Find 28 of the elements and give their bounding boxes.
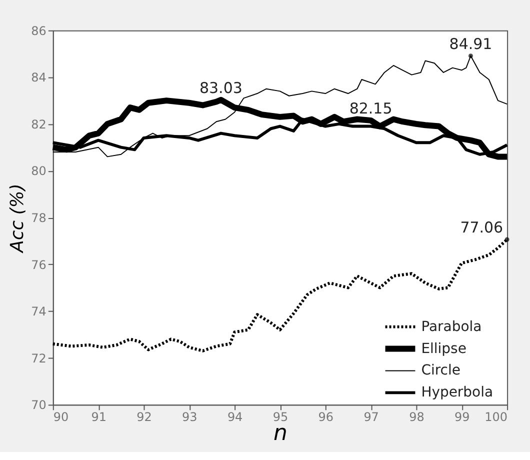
x-tick-label: 99 — [454, 410, 470, 424]
legend-label: Hyperbola — [421, 384, 494, 401]
x-tick-label: 97 — [364, 410, 379, 424]
legend-label: Parabola — [421, 318, 482, 335]
x-tick-label: 94 — [227, 410, 243, 424]
x-tick-label: 100 — [484, 410, 508, 424]
annotation: 77.06 — [460, 218, 504, 237]
y-tick-label: 70 — [31, 398, 46, 412]
x-tick-label: 98 — [409, 410, 424, 424]
x-tick-label: 92 — [136, 410, 152, 424]
y-tick-label: 78 — [31, 211, 46, 226]
y-tick-label: 84 — [31, 70, 46, 85]
y-tick-label: 80 — [31, 164, 46, 178]
x-tick-label: 93 — [182, 410, 198, 424]
annotation: 84.91 — [449, 34, 492, 53]
x-tick-label: 96 — [318, 410, 334, 424]
legend-label: Ellipse — [421, 340, 466, 357]
annotation: 83.03 — [200, 78, 242, 97]
x-tick-label: 91 — [91, 410, 106, 424]
legend-label: Circle — [421, 362, 460, 379]
y-tick-label: 86 — [31, 24, 46, 38]
y-axis-title: Acc (%) — [7, 184, 28, 254]
y-tick-label: 74 — [31, 304, 46, 319]
y-tick-label: 82 — [31, 117, 46, 132]
annotation: 82.15 — [349, 99, 392, 118]
y-tick-label: 72 — [31, 351, 46, 366]
x-tick-label: 90 — [53, 410, 69, 424]
y-tick-label: 76 — [31, 258, 46, 272]
